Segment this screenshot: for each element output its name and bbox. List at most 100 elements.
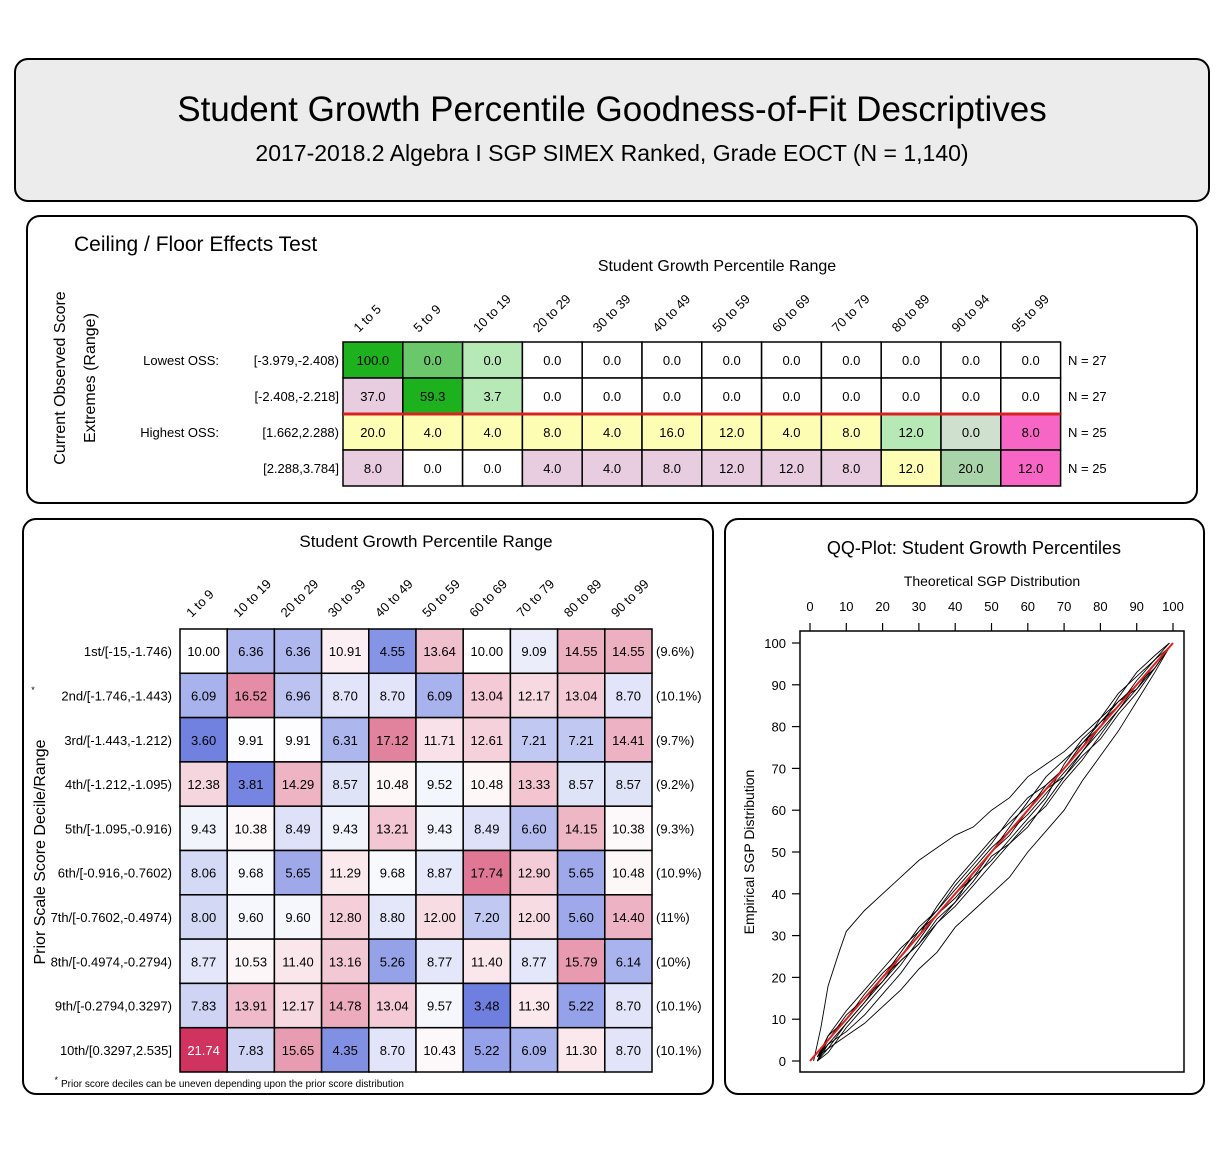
decile-cell-value: 7.21	[569, 733, 594, 748]
qq-x-label: Theoretical SGP Distribution	[904, 573, 1080, 589]
decile-cell-value: 13.64	[423, 644, 456, 659]
decile-cell-value: 8.77	[191, 954, 216, 969]
ceiling-floor-cell-value: 0.0	[1022, 389, 1040, 404]
decile-cell	[604, 938, 653, 985]
decile-cell-value: 9.91	[238, 733, 263, 748]
ceiling-floor-cell	[820, 341, 882, 379]
ceiling-floor-cell-value: 20.0	[958, 461, 983, 476]
ceiling-floor-cell-value: 59.3	[420, 389, 445, 404]
decile-cell	[604, 894, 653, 940]
decile-cell-value: 3.48	[474, 999, 499, 1014]
ceiling-floor-row-n: N = 27	[1068, 353, 1107, 368]
ceiling-floor-cell-value: 0.0	[723, 353, 741, 368]
qq-reference-line	[809, 642, 1174, 1062]
decile-cell	[462, 716, 512, 763]
decile-cell	[320, 1026, 370, 1073]
ceiling-floor-cell	[342, 377, 404, 415]
ceiling-floor-cell-value: 0.0	[842, 389, 860, 404]
decile-cell-value: 8.77	[521, 954, 546, 969]
qq-x-tick-label: 0	[806, 599, 813, 614]
ceiling-floor-cell	[1000, 449, 1062, 487]
qq-series-line	[813, 646, 1170, 1062]
decile-cell	[415, 628, 464, 675]
decile-cell-value: 8.00	[191, 910, 216, 925]
ceiling-floor-cell-value: 12.0	[898, 461, 923, 476]
ceiling-floor-cell	[760, 377, 823, 415]
decile-cell-value: 12.61	[471, 733, 504, 748]
decile-cell	[226, 805, 276, 852]
decile-cell-value: 9.43	[427, 821, 452, 836]
ceiling-floor-cell-value: 0.0	[424, 461, 442, 476]
ceiling-floor-cell	[521, 341, 583, 379]
decile-cell	[320, 805, 370, 852]
decile-cell-value: 8.49	[474, 821, 499, 836]
decile-cell-value: 6.09	[427, 688, 452, 703]
decile-row-pct: (10.9%)	[656, 866, 702, 881]
decile-row-label: 10th/[0.3297,2.535]	[60, 1043, 172, 1058]
decile-cell	[368, 716, 417, 763]
decile-cell-value: 5.26	[380, 954, 405, 969]
decile-cell	[273, 628, 323, 675]
decile-cell-value: 10.48	[612, 866, 645, 881]
decile-cell-value: 6.14	[616, 954, 641, 969]
decile-cell	[320, 938, 370, 985]
ceiling-floor-cell-value: 4.0	[782, 425, 800, 440]
decile-cell-value: 16.52	[235, 688, 268, 703]
ceiling-floor-col-label: 50 to 59	[709, 291, 753, 335]
decile-row-label: 1st/[-15,-1.746)	[84, 644, 172, 659]
ceiling-floor-cell-value: 0.0	[782, 353, 800, 368]
decile-cell-value: 6.31	[333, 733, 358, 748]
decile-cell	[320, 672, 370, 719]
qq-x-tick-label: 70	[1057, 599, 1071, 614]
decile-cell-value: 14.15	[565, 821, 598, 836]
ceiling-floor-cell-value: 0.0	[543, 353, 561, 368]
decile-cell-value: 11.71	[424, 733, 456, 748]
ceiling-floor-cell-value: 8.0	[842, 425, 860, 440]
ceiling-floor-cell-value: 4.0	[603, 461, 621, 476]
qq-y-tick-label: 40	[772, 887, 786, 902]
decile-cell	[273, 982, 323, 1029]
ceiling-floor-cell-value: 8.0	[1022, 425, 1040, 440]
decile-cell	[556, 894, 606, 940]
ceiling-floor-cell	[641, 341, 703, 379]
ceiling-floor-cell-value: 0.0	[723, 389, 741, 404]
ceiling-floor-cell	[402, 377, 464, 415]
decile-cell	[179, 938, 228, 985]
decile-cell-value: 9.68	[380, 866, 405, 881]
ceiling-floor-cell-value: 4.0	[424, 425, 442, 440]
decile-cell	[415, 1026, 464, 1073]
decile-cell-value: 17.74	[471, 866, 504, 881]
ceiling-floor-y-label-line1: Current Observed Score	[52, 291, 69, 465]
decile-cell	[509, 938, 559, 985]
decile-cell	[368, 1026, 417, 1073]
decile-cell-value: 8.49	[285, 821, 310, 836]
decile-cell-value: 7.83	[191, 999, 216, 1014]
decile-cell-value: 10.00	[471, 644, 504, 659]
decile-cell-value: 7.83	[238, 1043, 263, 1058]
decile-cell-value: 5.22	[569, 999, 594, 1014]
ceiling-floor-col-label: 60 to 69	[769, 291, 813, 335]
ceiling-floor-cell	[342, 341, 404, 379]
ceiling-floor-col-label: 40 to 49	[649, 291, 693, 335]
decile-row-pct: (9.7%)	[656, 733, 694, 748]
decile-cell-value: 9.68	[238, 866, 263, 881]
ceiling-floor-cell	[581, 449, 643, 487]
decile-cell-value: 3.60	[191, 733, 216, 748]
decile-row-label: 2nd/[-1.746,-1.443)	[61, 688, 172, 703]
ceiling-floor-cell-value: 0.0	[962, 389, 980, 404]
ceiling-floor-cell	[940, 377, 1002, 415]
qq-y-tick-label: 10	[772, 1012, 786, 1027]
decile-row-label: 8th/[-0.4974,-0.2794)	[51, 954, 172, 969]
ceiling-floor-row-group: Highest OSS:	[140, 425, 219, 440]
decile-col-label: 40 to 49	[372, 576, 416, 620]
decile-cell-value: 11.40	[471, 954, 503, 969]
ceiling-floor-cell	[402, 413, 464, 451]
ceiling-floor-y-label-line2: Extremes (Range)	[82, 313, 99, 443]
qq-x-tick-label: 60	[1021, 599, 1035, 614]
decile-cell-value: 13.91	[235, 999, 268, 1014]
ceiling-floor-col-label: 30 to 39	[590, 291, 634, 335]
decile-cell	[604, 628, 653, 675]
ceiling-floor-cell-value: 0.0	[1022, 353, 1040, 368]
ceiling-floor-cell	[701, 377, 763, 415]
